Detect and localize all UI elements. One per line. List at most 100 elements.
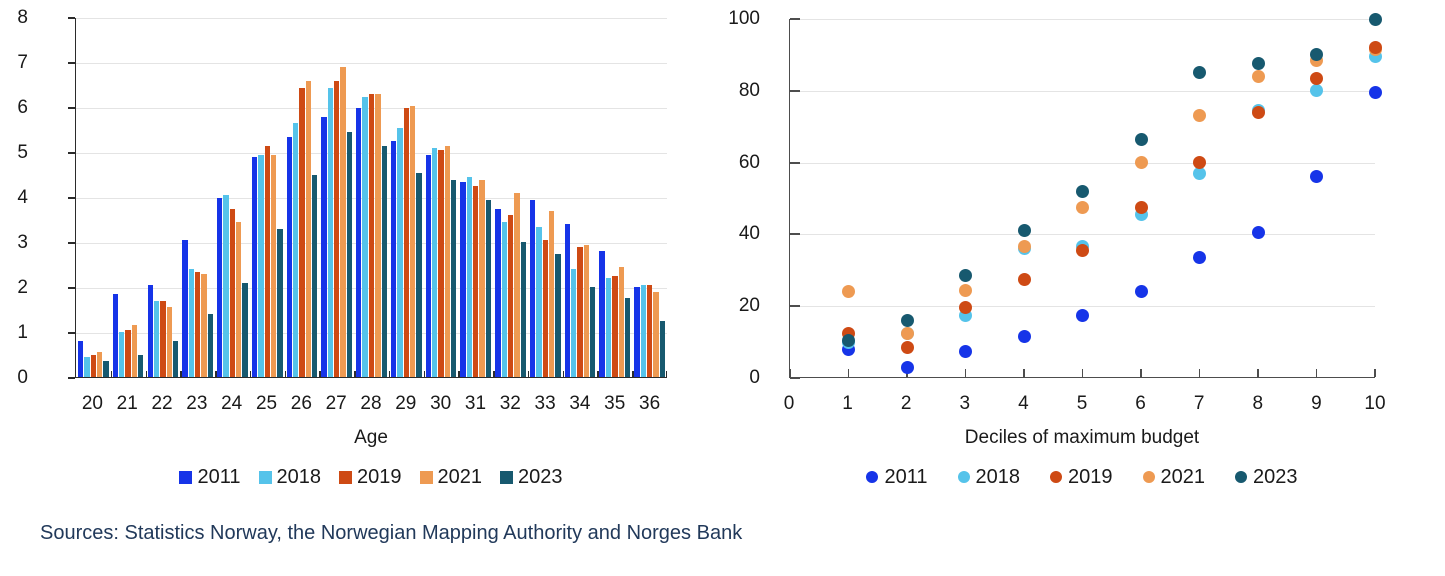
dot-2019-decile-9 (1310, 71, 1323, 85)
dot-2019-decile-10 (1368, 41, 1382, 55)
y-tick-7 (68, 62, 75, 64)
x-tick (110, 371, 113, 377)
dot-2023-decile-9 (1310, 48, 1323, 62)
bar-group-21 (111, 18, 146, 377)
bar-2019-age-28 (368, 94, 375, 377)
gridline-y20 (790, 306, 1375, 308)
legend-label-2011: 2011 (884, 465, 928, 488)
bar-2019-age-33 (542, 240, 548, 377)
bar-2018-age-32 (501, 222, 507, 377)
bar-group-32 (493, 18, 528, 377)
x-tick-label: 9 (1311, 393, 1322, 414)
x-tick-label: 2 (900, 393, 912, 414)
bar-2019-age-23 (194, 271, 201, 377)
bar-2018-age-21 (119, 332, 125, 377)
gridline-y7 (76, 63, 667, 64)
bar-group-31 (458, 18, 493, 377)
bar-2011-age-24 (217, 197, 223, 377)
dot-2018-decile-9 (1310, 84, 1323, 98)
dot-2019-decile-8 (1251, 105, 1265, 119)
bar-2019-age-29 (403, 107, 409, 377)
gridline-y60 (790, 162, 1375, 164)
x-tick (388, 371, 391, 377)
bar-2019-age-25 (264, 145, 270, 377)
bar-2011-age-30 (425, 154, 431, 377)
y-tick-100 (790, 18, 800, 20)
bar-chart-legend: 2011 2018 2019 2021 2023 (75, 464, 667, 490)
bar-2023-age-32 (520, 242, 526, 377)
bar-2021-age-22 (166, 307, 172, 377)
bar-2023-age-22 (172, 341, 179, 377)
x-tick (284, 371, 287, 377)
scatter-chart-legend: 2011 2018 2019 2021 2023 (789, 464, 1375, 490)
y-tick-2 (68, 287, 75, 289)
legend-item-2023: 2023 (500, 466, 563, 489)
x-tick-label: 28 (360, 393, 382, 414)
dot-2011-decile-4 (1017, 330, 1031, 344)
gridline-y8 (76, 18, 667, 19)
dot-2023-decile-6 (1134, 132, 1148, 146)
legend-label-2019: 2019 (357, 465, 402, 488)
bar-2011-age-21 (112, 293, 119, 377)
dot-2011-decile-7 (1193, 251, 1206, 265)
bar-2018-age-36 (640, 285, 646, 377)
bar-group-35 (597, 18, 632, 377)
bar-group-36 (632, 18, 667, 377)
x-tick (249, 371, 252, 377)
bar-2023-age-25 (277, 228, 283, 377)
legend-marker-2011 (866, 471, 879, 483)
dot-2023-decile-2 (900, 314, 914, 328)
x-tick-label: 32 (499, 393, 521, 414)
y-tick-0 (68, 377, 75, 379)
bar-group-26 (285, 18, 320, 377)
bar-2019-age-34 (577, 246, 583, 377)
dot-2021-decile-8 (1251, 69, 1265, 83)
x-tick-label: 7 (1193, 393, 1205, 414)
bar-2011-age-22 (147, 285, 153, 377)
legend-marker-2023 (1235, 471, 1247, 483)
dot-2021-decile-7 (1193, 109, 1206, 123)
y-tick-label: 4 (17, 187, 28, 208)
bar-2019-age-26 (299, 87, 305, 377)
bar-2021-age-24 (236, 222, 242, 377)
y-tick-label: 7 (17, 52, 28, 73)
legend-item-2023: 2023 (1235, 466, 1298, 489)
bar-group-33 (528, 18, 563, 377)
x-tick-end (665, 371, 667, 377)
legend-item-2021: 2021 (419, 466, 482, 489)
bar-2018-age-26 (292, 123, 299, 377)
legend-marker-2019 (1050, 471, 1062, 483)
y-tick-label: 0 (749, 367, 760, 388)
x-tick-1 (847, 369, 849, 377)
dot-2011-decile-2 (900, 360, 914, 374)
bar-2023-age-34 (590, 287, 596, 377)
x-tick-6 (1140, 369, 1142, 377)
bar-2019-age-30 (438, 150, 444, 377)
dot-2019-decile-4 (1017, 272, 1031, 286)
bar-2019-age-27 (334, 80, 340, 377)
dot-2021-decile-4 (1017, 240, 1031, 254)
bar-group-29 (389, 18, 424, 377)
y-tick-0 (790, 377, 800, 379)
bar-2023-age-29 (416, 172, 422, 377)
bar-2019-age-22 (160, 300, 166, 377)
legend-label-2011: 2011 (197, 465, 241, 488)
bar-group-22 (146, 18, 181, 377)
legend-item-2019: 2019 (339, 466, 402, 489)
bar-2021-age-23 (201, 273, 207, 377)
scatter-chart-x-axis-title: Deciles of maximum budget (964, 427, 1200, 448)
bar-2011-age-31 (460, 181, 466, 377)
bar-2011-age-27 (321, 116, 327, 377)
x-tick-label: 20 (81, 393, 103, 414)
x-tick-label: 34 (569, 393, 591, 414)
bar-group-28 (354, 18, 389, 377)
x-tick-label: 35 (604, 393, 626, 414)
x-tick (562, 371, 565, 377)
bar-2021-age-25 (270, 154, 277, 377)
y-tick-label: 0 (17, 367, 28, 388)
bar-2018-age-23 (188, 269, 194, 377)
bar-2019-age-35 (612, 276, 618, 377)
x-tick-label: 24 (221, 393, 243, 414)
y-tick-6 (68, 107, 75, 109)
legend-item-2018: 2018 (957, 466, 1020, 489)
